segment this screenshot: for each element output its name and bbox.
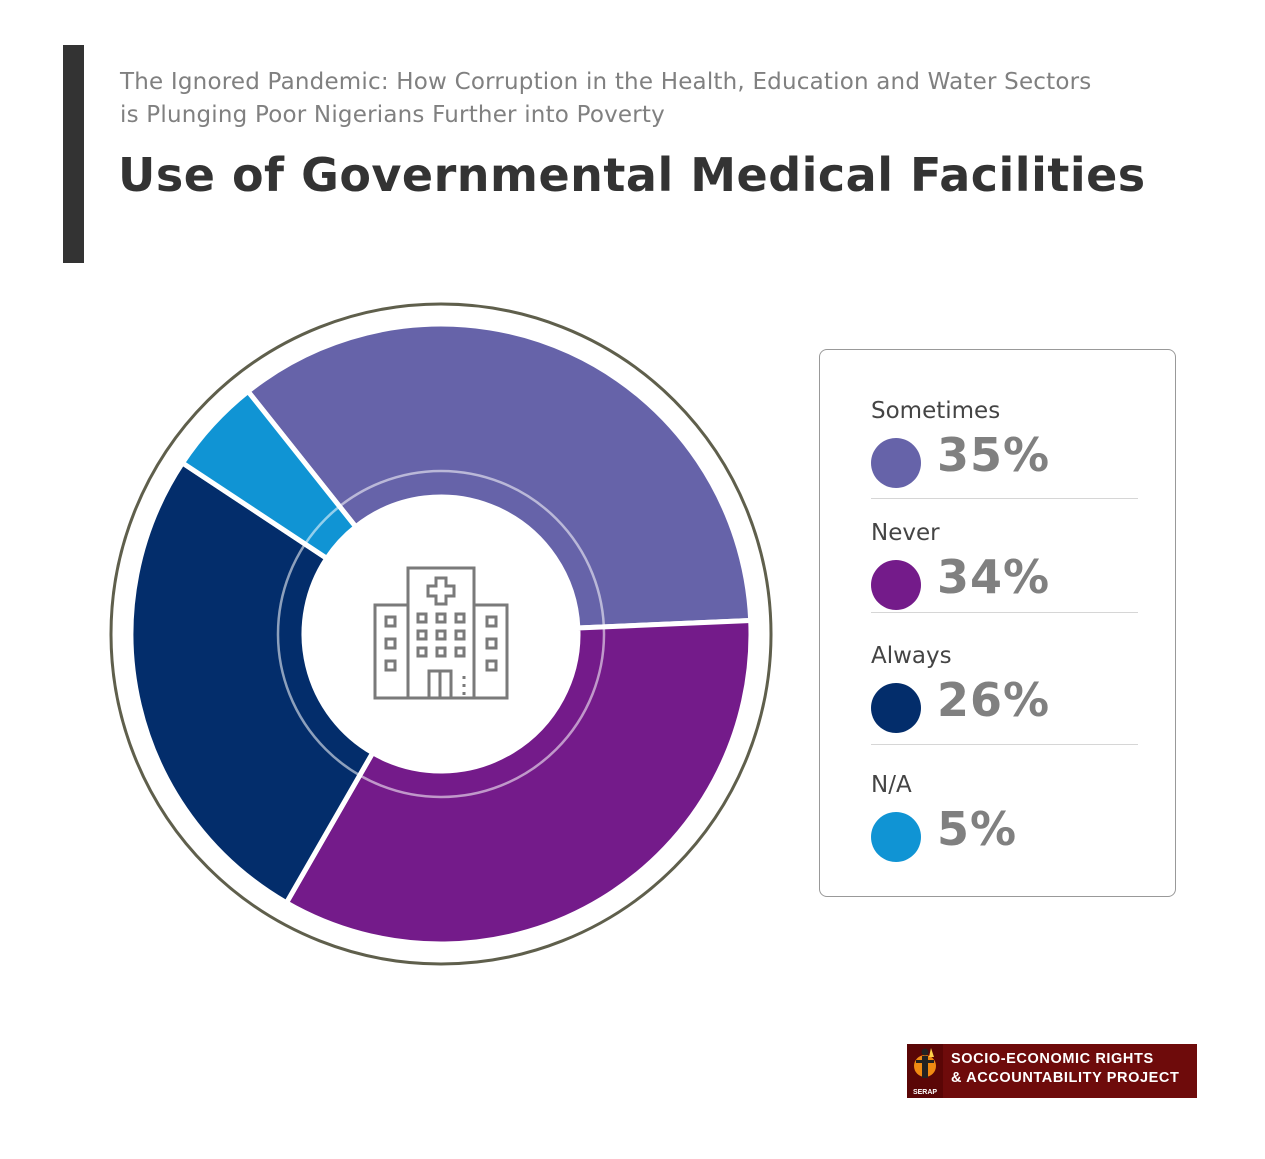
legend-swatch <box>871 560 921 610</box>
outer-ring <box>109 302 773 966</box>
legend-value: 34% <box>937 550 1051 604</box>
serap-emblem-icon: SERAP <box>907 1044 943 1098</box>
legend-swatch <box>871 438 921 488</box>
legend-value: 5% <box>937 802 1018 856</box>
legend-value: 35% <box>937 428 1051 482</box>
legend-item-always: Always 26% <box>871 609 1138 733</box>
slice-sometimes <box>244 321 754 631</box>
inner-ring <box>276 469 606 799</box>
hospital-icon <box>373 566 509 700</box>
logo-mark-text: SERAP <box>912 1089 938 1096</box>
report-subtitle: The Ignored Pandemic: How Corruption in … <box>120 66 1160 132</box>
legend-swatch <box>871 812 921 862</box>
legend-swatch <box>871 683 921 733</box>
legend-value: 26% <box>937 673 1051 727</box>
logo-line-1: SOCIO-ECONOMIC RIGHTS <box>951 1051 1154 1067</box>
serap-logo: SERAP SOCIO-ECONOMIC RIGHTS & ACCOUNTABI… <box>907 1044 1197 1098</box>
torch-figure-icon <box>914 1048 936 1078</box>
donut-slices <box>128 321 754 947</box>
donut-hole <box>304 497 578 771</box>
accent-bar <box>63 45 84 263</box>
legend-divider <box>871 744 1138 745</box>
legend-item-sometimes: Sometimes 35% <box>871 364 1138 488</box>
subtitle-line-2: is Plunging Poor Nigerians Further into … <box>120 102 665 128</box>
legend-label: Always <box>871 643 952 669</box>
legend-item-na: N/A 5% <box>871 738 1138 862</box>
logo-line-2: & ACCOUNTABILITY PROJECT <box>951 1070 1180 1086</box>
chart-title: Use of Governmental Medical Facilities <box>118 148 1146 202</box>
legend-item-never: Never 34% <box>871 486 1138 610</box>
logo-text: SOCIO-ECONOMIC RIGHTS & ACCOUNTABILITY P… <box>943 1044 1197 1098</box>
subtitle-line-1: The Ignored Pandemic: How Corruption in … <box>120 69 1092 95</box>
legend-label: Never <box>871 520 940 546</box>
legend-divider <box>871 498 1138 499</box>
legend-label: N/A <box>871 772 912 798</box>
legend: Sometimes 35% Never 34% Always 26% N/A 5… <box>819 349 1176 897</box>
legend-divider <box>871 612 1138 613</box>
legend-label: Sometimes <box>871 398 1001 424</box>
